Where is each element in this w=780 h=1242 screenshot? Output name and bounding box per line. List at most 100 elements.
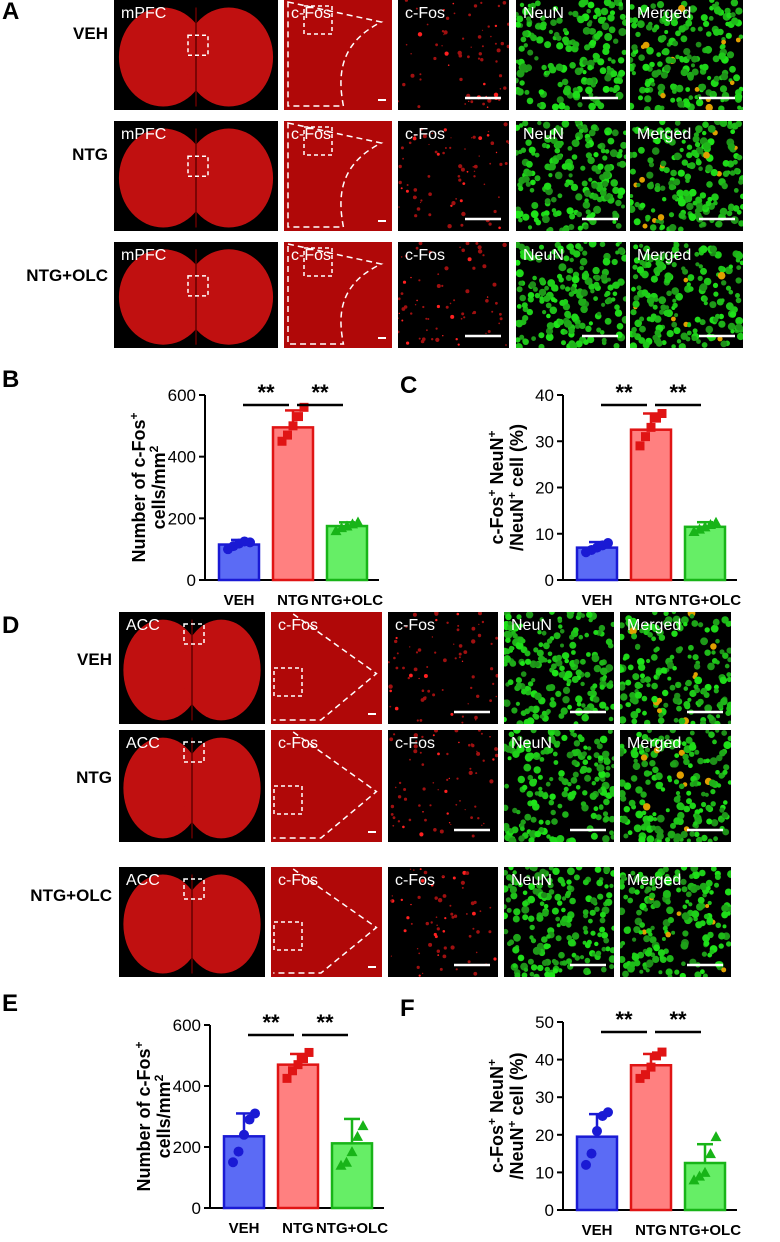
data-point: [652, 413, 661, 423]
data-point: [341, 1156, 352, 1167]
data-point: [283, 430, 292, 440]
row-label-ntg-d: NTG: [76, 768, 112, 787]
x-tick-label: VEH: [582, 1222, 613, 1239]
x-tick-label: NTG: [277, 592, 309, 609]
y-tick-label: 400: [168, 448, 196, 467]
bar-ntg-olc: [325, 524, 369, 582]
data-point: [641, 432, 650, 442]
x-tick-label: NTG+OLC: [311, 592, 383, 609]
panel-letter-d: D: [2, 612, 20, 639]
data-point: [282, 1073, 292, 1083]
bar-ntg: [276, 1063, 320, 1210]
y-tick-label: 40: [535, 1051, 554, 1070]
y-axis-label-line2: cells/mm2: [147, 445, 169, 529]
bar-ntg: [271, 426, 315, 582]
micrograph-a-r3-c5: Merged: [630, 242, 743, 348]
micrograph-d-r1-c3-label: c-Fos: [395, 617, 435, 634]
data-point: [245, 537, 255, 548]
row-label-ntg-olc-d: NTG+OLC: [30, 886, 112, 905]
micrograph-d-r2-c5-label: Merged: [627, 735, 682, 752]
data-point: [239, 1129, 249, 1140]
micrograph-d-r2-c4-label: NeuN: [511, 735, 552, 752]
micrograph-d-r3-c2: c-Fos: [271, 867, 382, 977]
bar-veh: [575, 1135, 619, 1212]
y-tick-label: 200: [168, 509, 196, 528]
row-label-ntg: NTG: [72, 145, 108, 164]
y-tick-label: 30: [535, 1088, 554, 1107]
micrograph-a-r3-c4: NeuN: [516, 242, 626, 348]
data-point: [294, 412, 303, 422]
micrograph-d-r1-c4: NeuN: [504, 612, 614, 724]
micrograph-a-r1-c4-label: NeuN: [523, 5, 564, 22]
bar-ntg: [629, 428, 673, 582]
data-point: [233, 1146, 244, 1157]
micrograph-a-r2-c4-label: NeuN: [523, 126, 564, 143]
significance-label: **: [615, 1007, 633, 1032]
micrograph-d-r1-c2: c-Fos: [271, 612, 382, 724]
micrograph-a-r1-c5: Merged: [630, 0, 743, 110]
micrograph-a-r1-c5-label: Merged: [637, 5, 692, 22]
data-point: [635, 1073, 645, 1083]
bar-chart-e: 0 200 400 600 Number of c-Fos+cells/mm2 VEH NT…: [132, 1010, 388, 1237]
micrograph-d-r3-c1-label: ACC: [126, 872, 160, 889]
data-point: [330, 525, 342, 536]
data-point: [581, 1159, 591, 1170]
row-label-veh: VEH: [73, 24, 108, 43]
micrograph-a-r1-c4: NeuN: [516, 0, 626, 110]
micrograph-a-r3-c1-label: mPFC: [121, 247, 167, 264]
micrograph-a-r3-c3: c-Fos: [398, 242, 509, 348]
data-point: [657, 409, 667, 418]
panel-letter-e: E: [2, 990, 19, 1017]
micrograph-d-r3-c5-label: Merged: [627, 872, 682, 889]
micrograph-a-r3-c3-label: c-Fos: [405, 247, 445, 264]
x-tick-label: NTG+OLC: [669, 592, 741, 609]
panel-letter-b: B: [2, 366, 20, 393]
significance-label: **: [316, 1010, 334, 1035]
bar-ntg: [629, 1063, 673, 1212]
data-point: [304, 1047, 314, 1057]
data-point: [299, 402, 309, 412]
micrograph-d-r2-c4: NeuN: [504, 730, 614, 842]
micrograph-a-r2-c2: c-Fos: [284, 121, 392, 231]
y-tick-label: 20: [535, 1126, 554, 1145]
y-tick-label: 30: [535, 432, 554, 451]
data-point: [592, 1126, 602, 1137]
y-axis-label-line2: /NeuN+ cell (%): [505, 1052, 527, 1179]
x-tick-label: NTG+OLC: [316, 1220, 388, 1237]
panel-letter-a: A: [2, 0, 20, 25]
data-point: [646, 1062, 656, 1072]
micrograph-d-r2-c2-label: c-Fos: [278, 735, 318, 752]
y-axis-label-line2: /NeuN+ cell (%): [505, 424, 527, 551]
micrograph-a-r1-c1: mPFC: [114, 0, 278, 110]
x-tick-label: NTG: [635, 592, 667, 609]
data-point: [335, 1159, 347, 1170]
significance-label: **: [669, 1007, 687, 1032]
panel-letter-f: F: [400, 995, 415, 1022]
micrograph-d-r2-c1-label: ACC: [126, 735, 160, 752]
y-axis-label-line2: cells/mm2: [152, 1074, 174, 1158]
bar-chart-c: 0 10 20 30 40 c-Fos+ NeuN+/NeuN+ cell (%) VEH N…: [485, 380, 741, 609]
micrograph-d-r3-c4: NeuN: [504, 867, 614, 977]
micrograph-a-r3-c4-label: NeuN: [523, 247, 564, 264]
y-tick-label: 200: [173, 1138, 201, 1157]
panel-letter-c: C: [400, 372, 418, 399]
micrograph-a-r3-c5-label: Merged: [637, 247, 692, 264]
micrograph-d-r3-c3-label: c-Fos: [395, 872, 435, 889]
y-axis-label-line1: c-Fos+ NeuN+: [485, 1059, 507, 1173]
row-label-ntg-olc: NTG+OLC: [26, 266, 108, 285]
data-point: [250, 1108, 260, 1119]
data-point: [699, 1166, 711, 1177]
micrograph-a-r2-c1-label: mPFC: [121, 126, 167, 143]
y-tick-label: 0: [192, 1199, 201, 1218]
micrograph-d-r2-c1: ACC: [119, 730, 265, 842]
bar-chart-f: 0 10 20 30 40 50 c-Fos+ NeuN+/NeuN+ cell (%) VE…: [485, 1007, 741, 1239]
x-tick-label: VEH: [229, 1220, 260, 1237]
micrograph-d-r1-c5: Merged: [620, 612, 731, 724]
y-axis-label-line1: Number of c-Fos+: [132, 1041, 154, 1191]
data-point: [228, 1157, 238, 1168]
y-tick-label: 10: [535, 1163, 554, 1182]
data-point: [357, 1120, 369, 1131]
micrograph-d-r3-c4-label: NeuN: [511, 872, 552, 889]
micrograph-a-r3-c2: c-Fos: [284, 242, 392, 348]
y-tick-label: 600: [168, 386, 196, 405]
